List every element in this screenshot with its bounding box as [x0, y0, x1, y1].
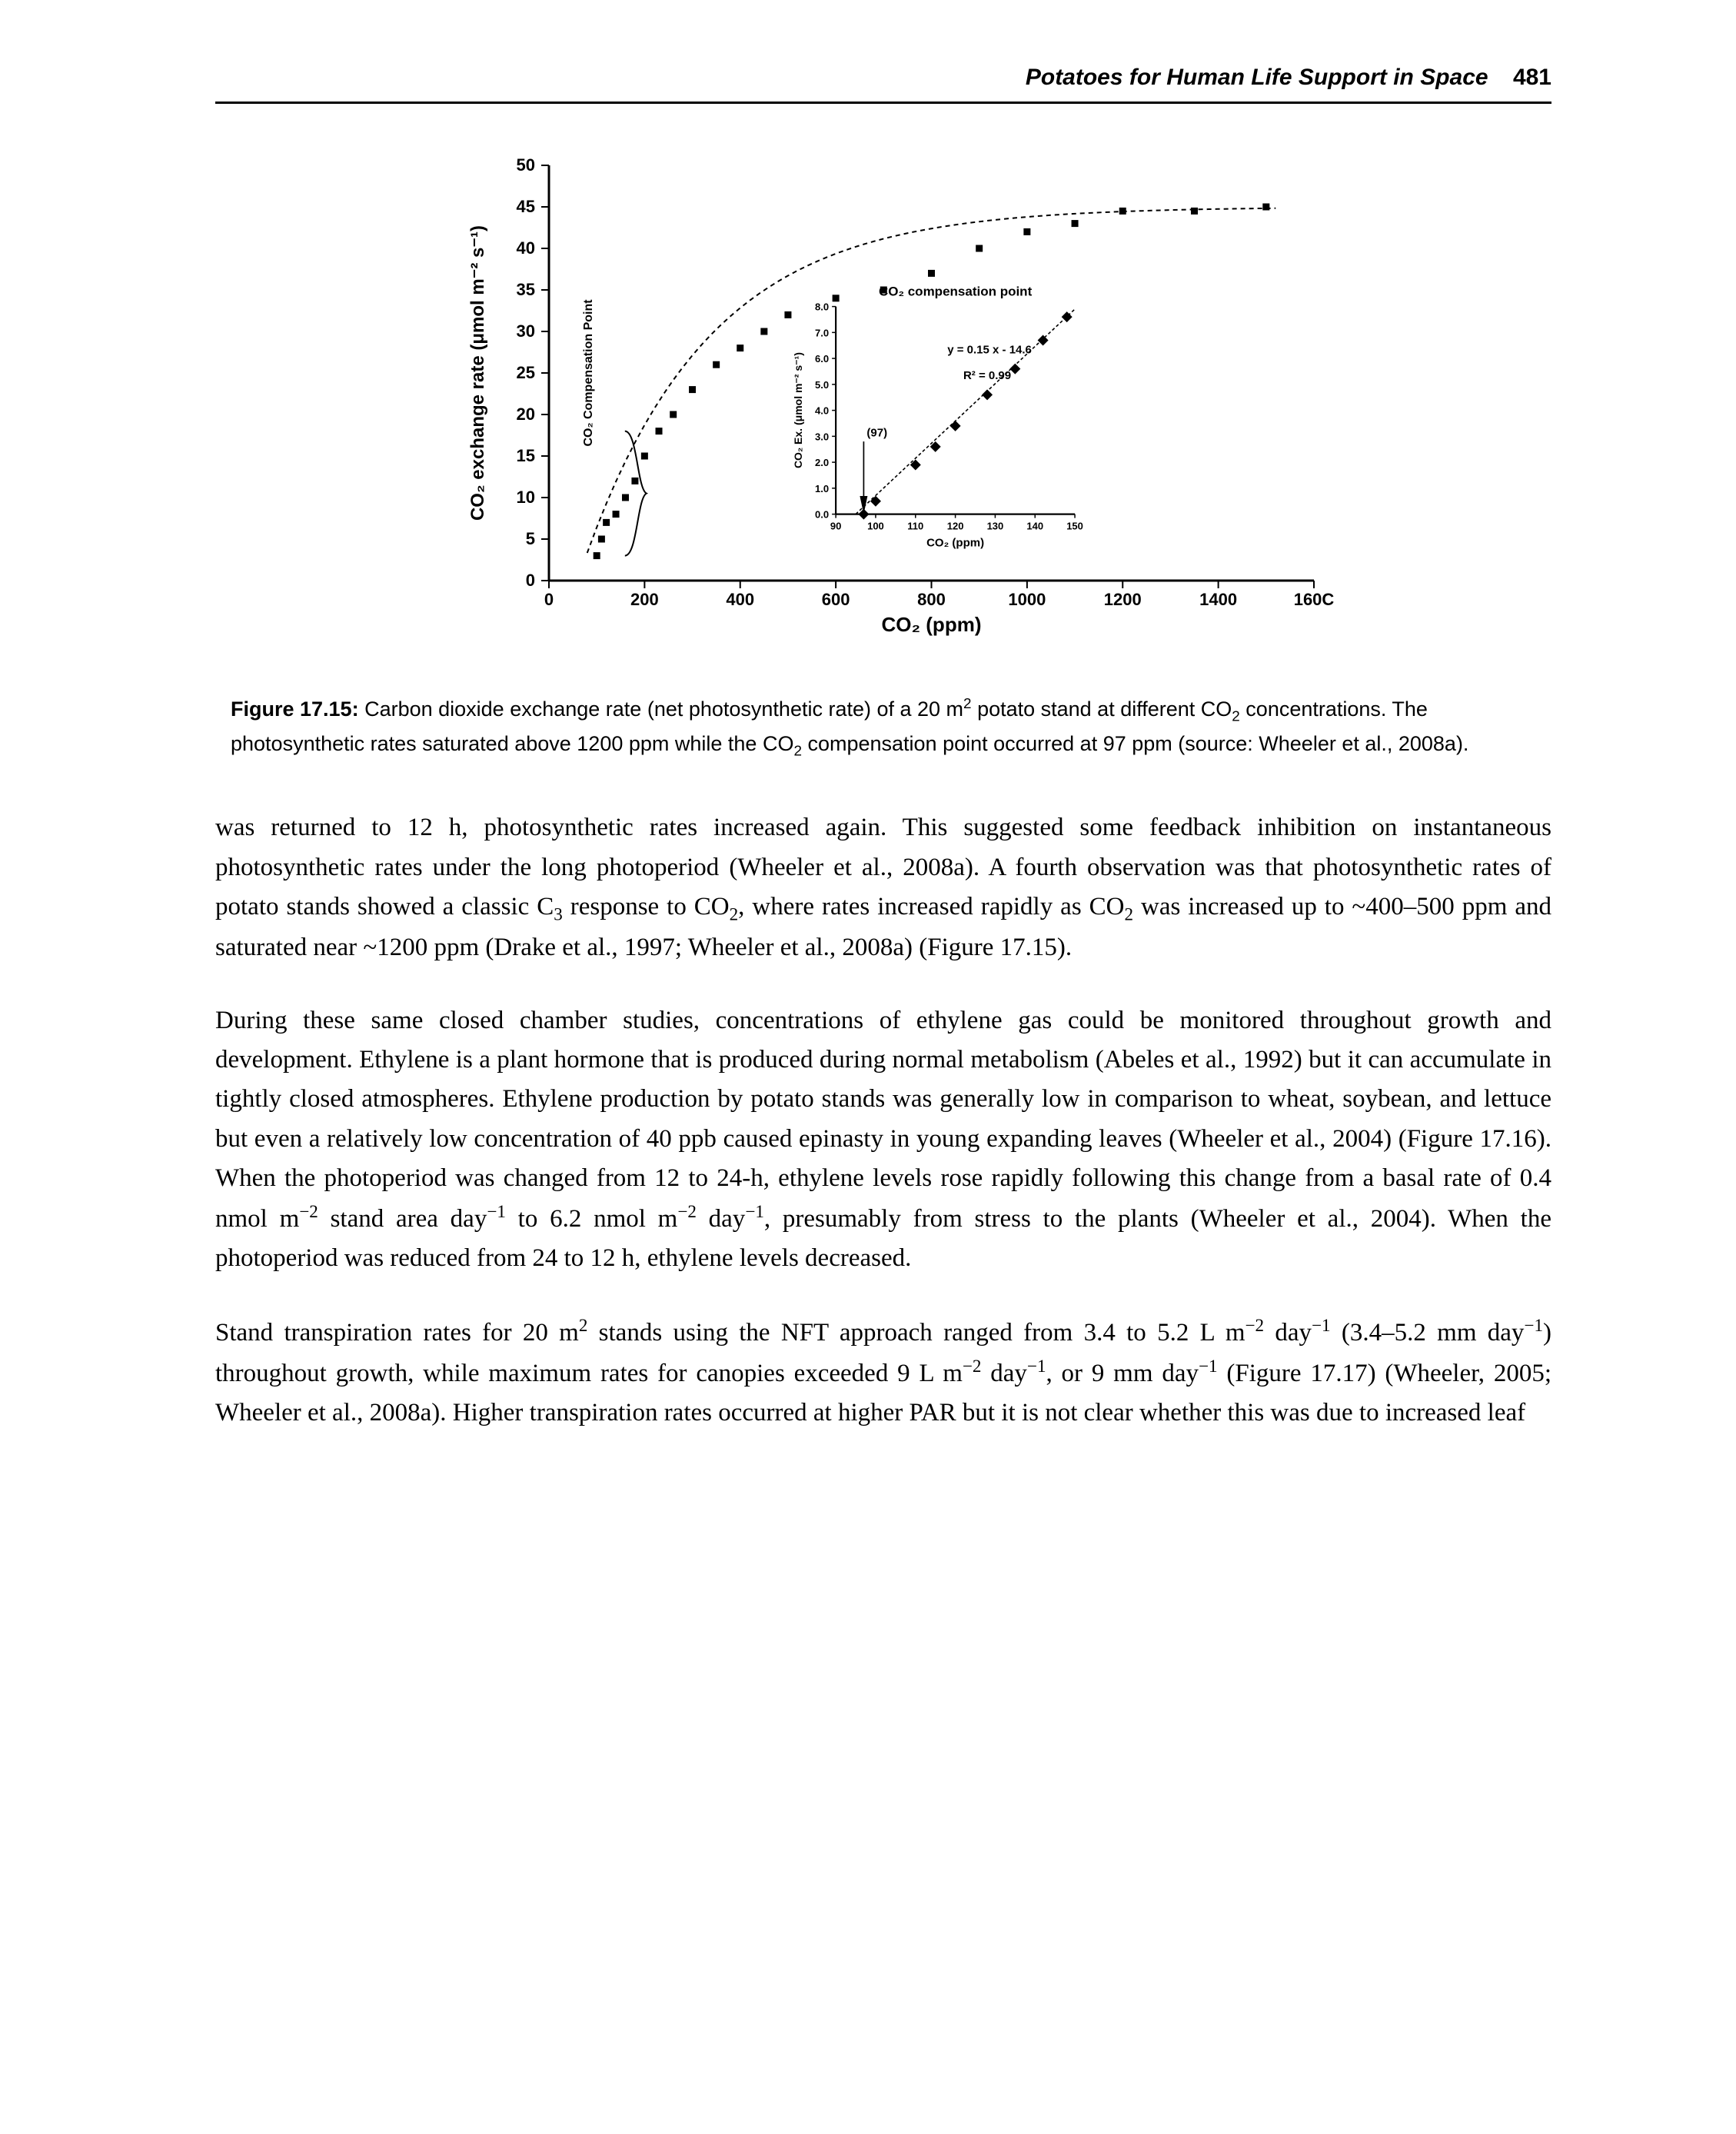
svg-text:25: 25	[517, 363, 535, 382]
svg-text:1.0: 1.0	[815, 483, 829, 494]
svg-text:6.0: 6.0	[815, 353, 829, 365]
body-text: was returned to 12 h, photosynthetic rat…	[215, 808, 1551, 1433]
svg-text:8.0: 8.0	[815, 301, 829, 313]
svg-text:50: 50	[517, 155, 535, 175]
svg-text:130: 130	[987, 521, 1004, 532]
svg-text:0.0: 0.0	[815, 509, 829, 521]
svg-text:45: 45	[517, 197, 535, 216]
svg-text:120: 120	[947, 521, 964, 532]
svg-text:90: 90	[830, 521, 841, 532]
svg-text:140: 140	[1026, 521, 1043, 532]
svg-text:1200: 1200	[1104, 590, 1142, 609]
svg-text:1400: 1400	[1199, 590, 1237, 609]
svg-text:160C: 160C	[1294, 590, 1335, 609]
svg-text:100: 100	[867, 521, 884, 532]
svg-text:CO₂ Ex. (μmol m⁻² s⁻¹): CO₂ Ex. (μmol m⁻² s⁻¹)	[792, 352, 804, 468]
page-number: 481	[1513, 65, 1551, 90]
svg-text:(97): (97)	[866, 426, 887, 439]
svg-text:600: 600	[822, 590, 850, 609]
figure-caption: Figure 17.15: Carbon dioxide exchange ra…	[231, 693, 1536, 762]
svg-text:CO₂ (ppm): CO₂ (ppm)	[882, 613, 982, 636]
body-paragraph: was returned to 12 h, photosynthetic rat…	[215, 808, 1551, 967]
svg-text:7.0: 7.0	[815, 327, 829, 338]
svg-text:15: 15	[517, 446, 535, 465]
svg-text:CO₂ compensation point: CO₂ compensation point	[879, 285, 1033, 299]
svg-text:2.0: 2.0	[815, 457, 829, 468]
svg-text:4.0: 4.0	[815, 405, 829, 417]
svg-text:0: 0	[544, 590, 554, 609]
page-container: Potatoes for Human Life Support in Space…	[0, 0, 1736, 1529]
svg-text:30: 30	[517, 321, 535, 341]
svg-text:5.0: 5.0	[815, 379, 829, 391]
figure-17-15: 0 5 10 15 20 25 30 35 40 45 50 0 200 400 600 800 1000 120…	[215, 142, 1551, 665]
svg-text:CO₂ (ppm): CO₂ (ppm)	[926, 537, 984, 550]
svg-text:R² = 0.99: R² = 0.99	[963, 369, 1011, 382]
svg-text:200: 200	[630, 590, 659, 609]
body-paragraph: During these same closed chamber studies…	[215, 1001, 1551, 1278]
svg-text:20: 20	[517, 404, 535, 424]
running-header: Potatoes for Human Life Support in Space…	[215, 62, 1551, 104]
svg-text:40: 40	[517, 238, 535, 258]
svg-text:110: 110	[907, 521, 923, 532]
svg-text:150: 150	[1066, 521, 1083, 532]
svg-text:0: 0	[526, 571, 535, 590]
svg-text:CO₂ Compensation Point: CO₂ Compensation Point	[582, 299, 595, 447]
svg-text:35: 35	[517, 280, 535, 299]
figure-caption-lead: Figure 17.15:	[231, 697, 359, 721]
svg-text:y = 0.15 x - 14.6: y = 0.15 x - 14.6	[947, 343, 1032, 356]
svg-text:400: 400	[726, 590, 754, 609]
svg-text:800: 800	[917, 590, 946, 609]
body-paragraph: Stand transpiration rates for 20 m2 stan…	[215, 1312, 1551, 1433]
svg-text:10: 10	[517, 488, 535, 507]
svg-text:CO₂ exchange rate (μmol m⁻² s⁻: CO₂ exchange rate (μmol m⁻² s⁻¹)	[467, 225, 488, 521]
svg-text:3.0: 3.0	[815, 431, 829, 442]
running-title: Potatoes for Human Life Support in Space	[1026, 65, 1488, 90]
figure-chart-svg: 0 5 10 15 20 25 30 35 40 45 50 0 200 400 600 800 1000 120…	[414, 142, 1352, 665]
svg-text:1000: 1000	[1008, 590, 1046, 609]
figure-caption-body: Carbon dioxide exchange rate (net photos…	[231, 697, 1468, 755]
svg-text:5: 5	[526, 529, 535, 548]
